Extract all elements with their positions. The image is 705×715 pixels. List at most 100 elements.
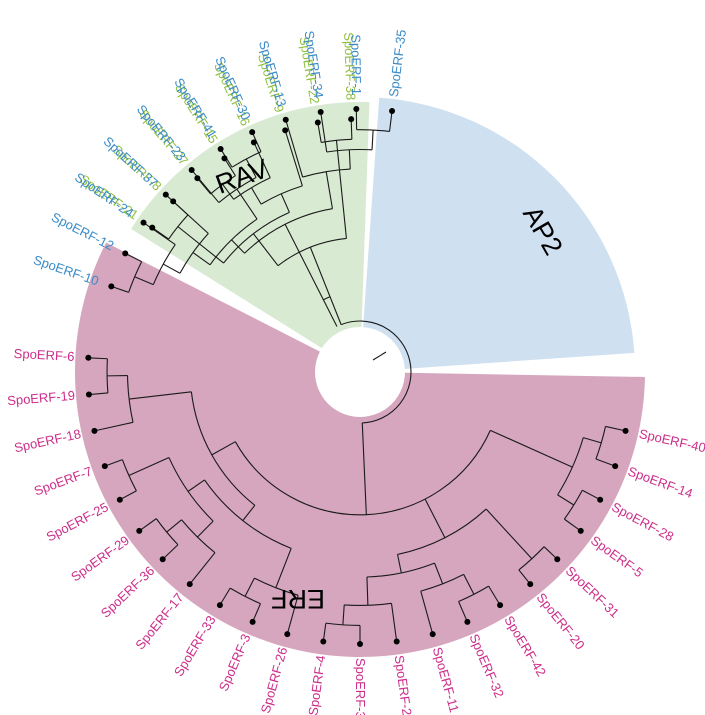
leaf-node	[612, 463, 619, 470]
leaf-label: SpoERF-6	[13, 346, 74, 364]
leaf-node	[554, 556, 561, 563]
leaf-label: SpoERF-10	[32, 252, 101, 288]
leaf-node	[497, 602, 504, 609]
branch	[361, 422, 367, 515]
branch	[242, 504, 256, 521]
leaf-label: SpoERF-37	[101, 134, 161, 191]
branch	[233, 177, 271, 200]
branch	[285, 119, 304, 178]
branch	[244, 577, 255, 597]
branch	[111, 285, 129, 293]
branch	[187, 479, 205, 492]
branch	[583, 437, 602, 444]
leaf-label: SpoERF-36	[98, 563, 158, 621]
leaf-node	[136, 527, 143, 534]
leaf-node	[221, 155, 228, 162]
branch	[192, 252, 211, 266]
leaf-label: SpoERF-11	[430, 645, 462, 714]
leaf-label: SpoERF-28	[609, 499, 676, 544]
branch	[420, 573, 464, 592]
branch	[211, 441, 236, 456]
leaf-label: SpoERF-39	[353, 658, 368, 715]
leaf-label: SpoERF-26	[258, 645, 291, 714]
branch	[128, 457, 170, 477]
leaf-node	[249, 618, 256, 625]
branch	[189, 552, 216, 585]
branch	[605, 425, 626, 432]
leaf-label: SpoERF-17	[132, 590, 186, 652]
branch	[518, 546, 545, 571]
branch	[323, 296, 331, 301]
leaf-node	[85, 354, 92, 361]
leaf-label: SpoERF-18	[13, 426, 83, 455]
branch	[322, 623, 327, 642]
branch	[350, 119, 353, 140]
branch	[138, 518, 157, 532]
leaf-label: SpoERF-33	[171, 613, 219, 679]
leaf-node	[101, 463, 108, 470]
branch	[88, 392, 108, 396]
leaf-node	[577, 527, 584, 534]
branch	[155, 518, 179, 546]
leaf-node	[140, 219, 147, 226]
leaf-node	[597, 496, 604, 503]
branch	[152, 244, 176, 285]
branch	[219, 587, 231, 606]
branch	[595, 458, 616, 467]
branch	[340, 320, 412, 424]
leaf-node	[393, 638, 400, 645]
leaf-node	[116, 496, 123, 503]
branch	[366, 562, 435, 578]
branch	[434, 562, 444, 585]
leaf-node	[357, 641, 363, 647]
leaf-node	[622, 427, 629, 434]
branch	[390, 603, 398, 642]
leaf-node	[108, 283, 115, 290]
branch	[250, 187, 262, 205]
leaf-node	[85, 391, 92, 398]
branch	[196, 177, 211, 195]
branch	[458, 601, 468, 623]
leaf-node	[217, 145, 224, 152]
branch	[543, 546, 558, 560]
leaf-node	[284, 631, 291, 638]
leaf-label: SpoERF-38	[341, 32, 358, 100]
branch	[126, 375, 134, 423]
branch	[325, 622, 361, 627]
leaf-label: SpoERF-5	[588, 533, 646, 581]
leaf-label: SpoERF-25	[44, 499, 111, 544]
leaf-label: SpoERF-3	[216, 632, 254, 694]
branch	[119, 490, 137, 501]
leaf-label: SpoERF-14	[626, 463, 695, 501]
branch	[344, 602, 392, 606]
branch	[197, 520, 214, 538]
leaf-label: SpoERF-20	[534, 590, 588, 652]
leaf-label: SpoERF-41	[171, 75, 220, 141]
clade-sector-erf	[75, 242, 645, 657]
leaf-node	[159, 556, 166, 563]
branch	[284, 224, 338, 327]
leaf-node	[527, 581, 534, 588]
branch	[143, 222, 176, 246]
branch	[134, 276, 154, 286]
clade-sector-ap2	[363, 97, 635, 369]
branch	[166, 519, 182, 533]
leaf-node	[250, 139, 257, 146]
leaf-node	[194, 175, 201, 182]
branch	[335, 140, 347, 239]
leaf-node	[186, 581, 193, 588]
branch	[320, 111, 328, 153]
branch	[488, 585, 501, 606]
leaf-node	[162, 191, 169, 198]
leaf-label: SpoERF-4	[305, 654, 328, 715]
clade-label-erf: ERF	[271, 584, 325, 614]
branch	[325, 171, 333, 209]
center-hole	[317, 329, 403, 415]
branch	[317, 122, 322, 143]
branch	[518, 569, 531, 585]
branch	[286, 595, 299, 635]
branch	[595, 426, 607, 460]
branch	[284, 130, 303, 187]
leaf-node	[170, 198, 177, 205]
